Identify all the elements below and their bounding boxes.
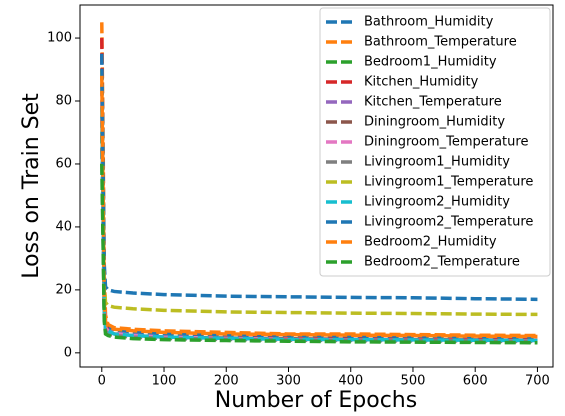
x-tick-label: 0 [98, 374, 106, 389]
legend-box [319, 7, 551, 277]
series-line [100, 107, 538, 343]
y-tick-label: 60 [55, 156, 72, 171]
legend-label: Kitchen_Humidity [364, 75, 479, 90]
y-tick-label: 20 [55, 282, 72, 297]
y-axis-label: Loss on Train Set [19, 93, 44, 279]
x-tick-label: 200 [214, 374, 239, 389]
plot-frame [79, 4, 554, 368]
x-axis-label: Number of Epochs [215, 388, 417, 413]
x-tick-label: 300 [276, 374, 301, 389]
series-line [100, 163, 538, 345]
y-tick-label: 80 [55, 94, 72, 109]
legend-label: Bedroom1_Humidity [364, 55, 497, 70]
y-tick-label: 40 [55, 219, 72, 234]
legend-label: Bathroom_Temperature [364, 35, 517, 50]
legend-label: Bathroom_Humidity [364, 15, 494, 30]
legend-label: Bedroom2_Humidity [364, 235, 497, 250]
legend-label: Livingroom1_Humidity [364, 155, 510, 170]
y-tick-label: 0 [64, 345, 72, 360]
legend-label: Bedroom2_Temperature [364, 255, 520, 270]
legend-label: Diningroom_Temperature [364, 135, 528, 150]
legend-label: Diningroom_Humidity [364, 115, 505, 130]
x-tick-label: 500 [401, 374, 426, 389]
legend-label: Livingroom2_Humidity [364, 195, 510, 210]
series-line [100, 53, 538, 302]
y-tick-label: 100 [47, 31, 72, 46]
x-tick-label: 600 [463, 374, 488, 389]
legend-label: Livingroom1_Temperature [364, 175, 533, 190]
legend-label: Kitchen_Temperature [364, 95, 502, 110]
legend-label: Livingroom2_Temperature [364, 215, 533, 230]
x-tick-label: 700 [525, 374, 550, 389]
x-tick-label: 400 [338, 374, 363, 389]
x-tick-label: 100 [152, 374, 177, 389]
